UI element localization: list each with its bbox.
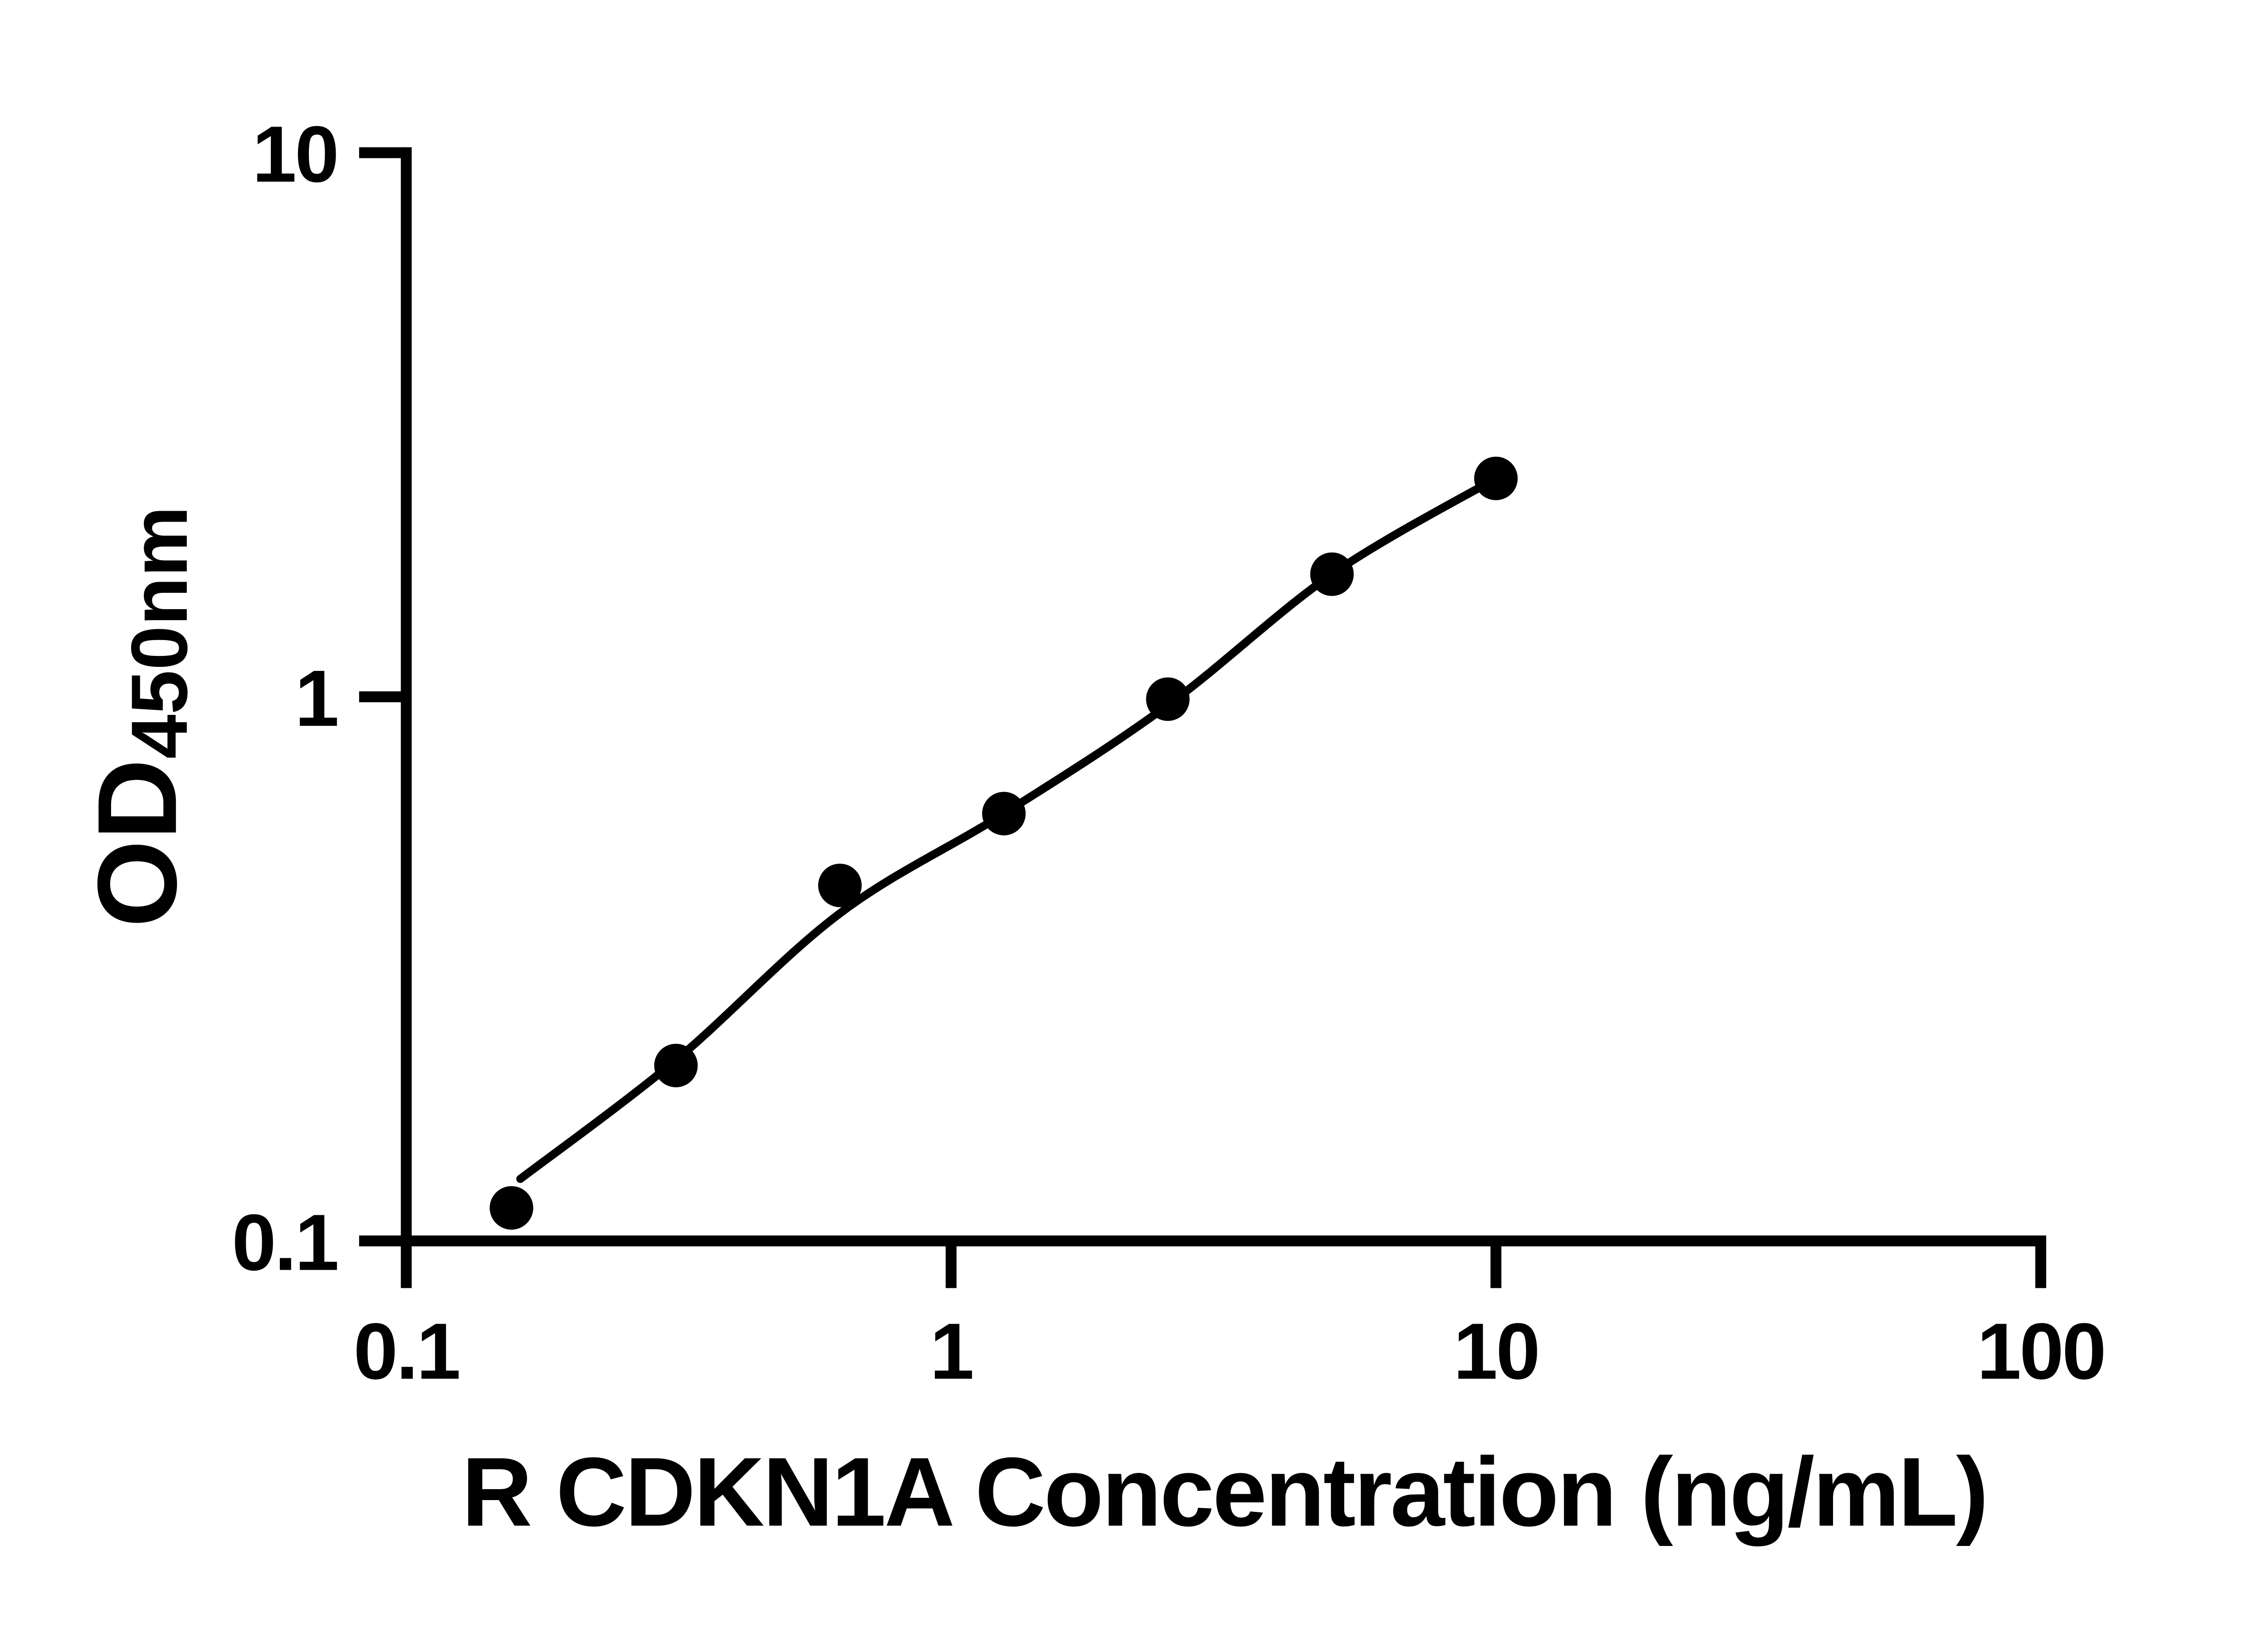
x-tick-label-100: 100 (1977, 1307, 2105, 1396)
data-point-5 (1146, 677, 1190, 721)
data-point-3 (818, 863, 862, 907)
x-tick-label-1: 1 (930, 1307, 973, 1396)
x-tick-label-10: 10 (1453, 1307, 1539, 1396)
data-point-7 (1474, 456, 1518, 500)
y-axis-title: OD450nm (74, 506, 204, 927)
y-tick-label-0.1: 0.1 (232, 1198, 337, 1287)
x-axis-title: R CDKN1A Concentration (ng/mL) (462, 1437, 1987, 1546)
data-point-4 (982, 792, 1026, 836)
data-point-6 (1310, 552, 1354, 596)
plot-area: 10 1 0.10.1 1 10 100 (232, 110, 2107, 1396)
y-axis-title-sub: 450nm (115, 506, 204, 758)
data-point-1 (489, 1186, 533, 1230)
y-axis-title-main: OD (74, 759, 200, 928)
data-point-2 (654, 1044, 698, 1087)
y-tick-label-1: 1 (295, 654, 337, 743)
y-tick-label-10: 10 (252, 110, 337, 199)
x-tick-label-0.1: 0.1 (353, 1307, 459, 1396)
